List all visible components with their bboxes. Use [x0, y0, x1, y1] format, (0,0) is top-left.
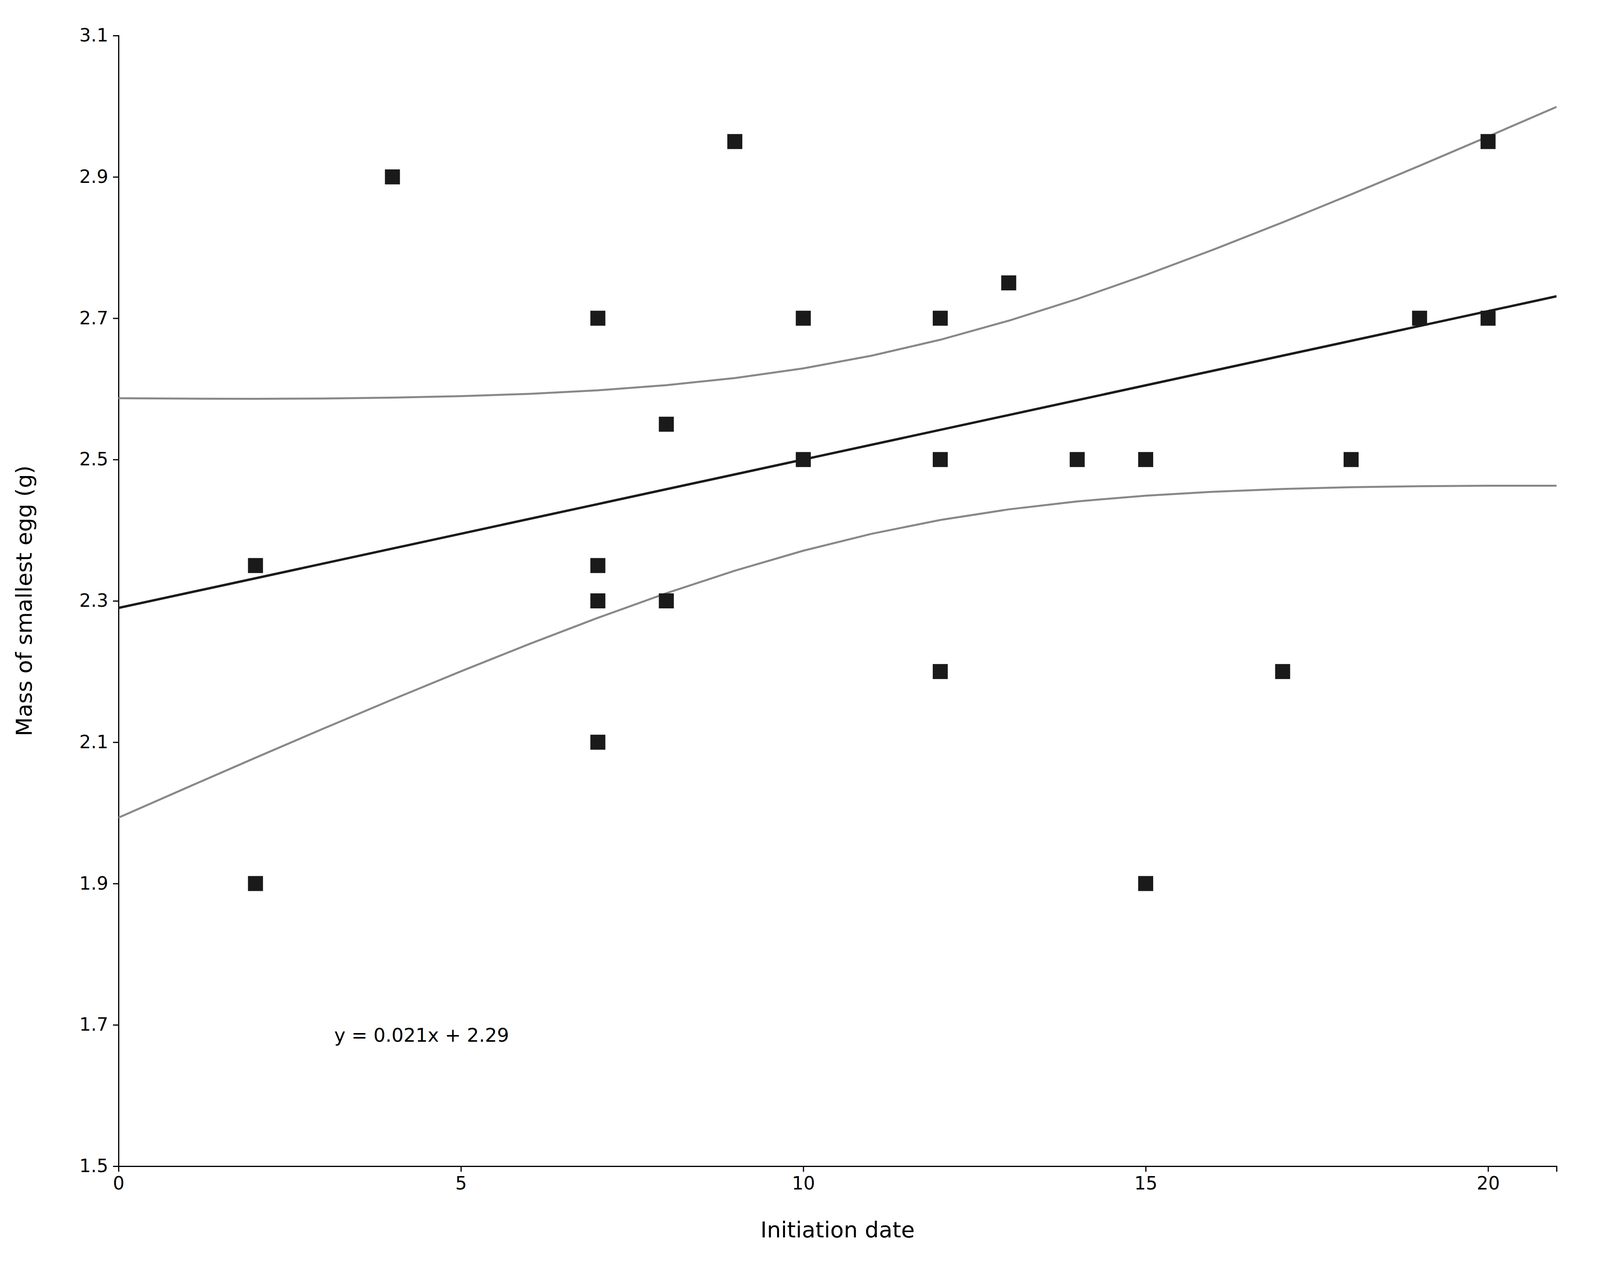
- point: [1138, 451, 1154, 467]
- tick-mark: [112, 741, 119, 744]
- point: [658, 416, 674, 432]
- tick-mark: [112, 459, 119, 461]
- tick: 2.9: [79, 165, 119, 188]
- tick: 10: [792, 1166, 816, 1194]
- x-axis: 0 5 10 15 20: [112, 1166, 1557, 1194]
- tick: 1.9: [79, 872, 119, 895]
- tick-mark: [1145, 1166, 1147, 1172]
- tick-label: 1.9: [79, 872, 109, 895]
- tick: 1.7: [79, 1013, 119, 1036]
- tick-mark: [112, 600, 119, 602]
- tick: 5: [455, 1166, 467, 1194]
- annotation: y = 0.021x + 2.29: [334, 1024, 510, 1047]
- point: [658, 593, 674, 609]
- line: [118, 106, 1557, 399]
- y-axis: 1.5 1.7 1.9 2.1 2.3 2.5 2.7 2.9 3.1: [79, 24, 119, 1177]
- point: [590, 558, 606, 574]
- y-axis-title: Mass of smallest egg (g): [11, 465, 37, 737]
- tick-mark: [460, 1166, 462, 1172]
- tick-label: 15: [1134, 1172, 1158, 1194]
- tick: 2.5: [79, 448, 119, 470]
- tick-mark: [112, 35, 119, 37]
- tick-label: 0: [112, 1172, 125, 1194]
- point: [590, 310, 606, 326]
- tick: 15: [1134, 1166, 1158, 1194]
- tick-label: 2.7: [79, 307, 109, 329]
- tick: 20: [1476, 1166, 1501, 1194]
- point: [1480, 133, 1496, 149]
- tick-mark: [112, 1165, 119, 1168]
- tick: 0: [112, 1166, 125, 1194]
- tick-label: 2.9: [79, 165, 109, 188]
- tick-label: 1.7: [79, 1013, 109, 1036]
- point: [1001, 275, 1017, 291]
- tick-mark: [112, 318, 119, 320]
- point: [1138, 876, 1154, 892]
- line: [118, 296, 1557, 608]
- tick-mark: [112, 1024, 119, 1026]
- axis-line: [118, 1166, 1557, 1173]
- point: [1069, 451, 1085, 467]
- point: [727, 133, 743, 149]
- tick: 2.1: [79, 731, 119, 753]
- point: [590, 734, 606, 750]
- chart: 0 5 10 15 20 1.5 1.7 1.9 2.1 2.3 2.5 2.7 2.9 3.1 y = 0…: [0, 0, 1600, 1261]
- tick: 1.5: [79, 1155, 119, 1177]
- tick-label: 10: [792, 1172, 816, 1194]
- tick-mark: [802, 1166, 804, 1172]
- line: [118, 485, 1557, 818]
- x-axis-title: Initiation date: [760, 1216, 915, 1243]
- tick: 2.7: [79, 307, 119, 329]
- tick-label: 5: [455, 1172, 467, 1194]
- tick-label: 2.3: [79, 589, 109, 612]
- tick: 2.3: [79, 589, 119, 612]
- point: [1343, 451, 1359, 467]
- plot-area: 0 5 10 15 20 1.5 1.7 1.9 2.1 2.3 2.5 2.7 2.9 3.1 y = 0…: [79, 24, 1557, 1194]
- tick-label: 1.5: [79, 1155, 109, 1177]
- point: [384, 169, 400, 185]
- point: [248, 558, 264, 574]
- point: [1480, 310, 1496, 326]
- tick-label: 2.5: [79, 448, 109, 470]
- tick-label: 2.1: [79, 731, 109, 753]
- point: [1275, 664, 1291, 680]
- point: [248, 876, 264, 892]
- tick-label: 3.1: [79, 24, 109, 46]
- tick-mark: [112, 883, 119, 885]
- point: [932, 451, 948, 467]
- point: [795, 451, 811, 467]
- point: [795, 310, 811, 326]
- point: [932, 310, 948, 326]
- tick-mark: [1487, 1166, 1489, 1172]
- marks: [118, 106, 1557, 891]
- point: [1411, 310, 1427, 326]
- tick: 3.1: [79, 24, 119, 46]
- tick-mark: [118, 1166, 120, 1172]
- tick-label: 20: [1476, 1172, 1501, 1194]
- axis-line: [112, 35, 119, 1167]
- point: [590, 593, 606, 609]
- tick-mark: [112, 176, 119, 178]
- point: [932, 664, 948, 680]
